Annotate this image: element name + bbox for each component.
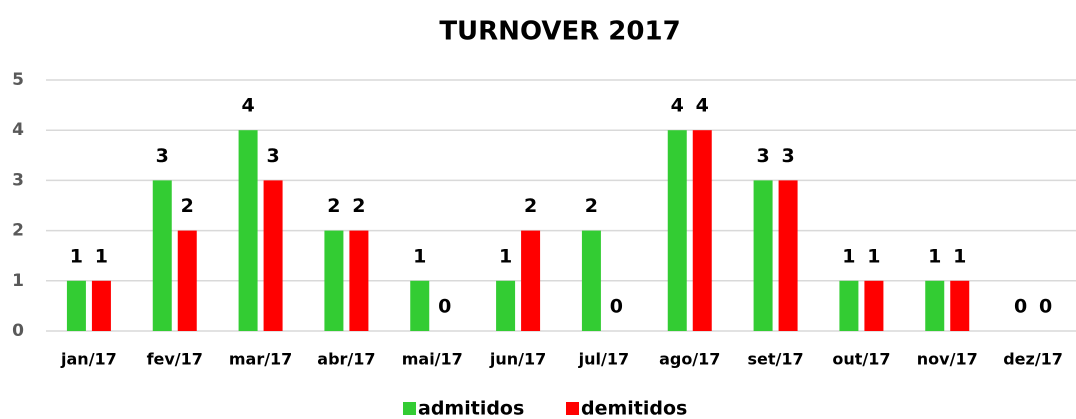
value-label: 3 [756,145,769,167]
value-label: 1 [928,245,941,267]
value-label: 2 [352,195,365,217]
value-label: 1 [413,245,426,267]
value-label: 3 [156,145,169,167]
legend-swatch [403,402,416,415]
chart-title: TURNOVER 2017 [439,17,680,47]
x-tick-label: abr/17 [317,350,375,369]
y-tick-label: 5 [12,70,24,90]
bar [753,180,773,331]
value-label: 1 [95,245,108,267]
value-label: 3 [266,145,279,167]
x-tick-label: nov/17 [917,350,978,369]
value-label: 2 [327,195,340,217]
value-label: 4 [241,95,254,117]
bar [410,280,430,331]
bar [521,230,541,331]
bar [238,130,258,331]
bar [263,180,283,331]
legend-swatch [566,402,579,415]
y-tick-label: 1 [12,271,24,291]
x-tick-label: out/17 [832,350,890,369]
value-label: 0 [1039,296,1052,318]
value-label: 1 [867,245,880,267]
value-label: 0 [438,296,451,318]
value-label: 3 [781,145,794,167]
x-tick-label: set/17 [748,350,804,369]
bar [581,230,601,331]
y-tick-label: 4 [12,120,24,140]
value-label: 1 [499,245,512,267]
value-label: 4 [671,95,684,117]
y-tick-label: 2 [12,221,24,241]
x-tick-label: mar/17 [229,350,292,369]
y-tick-label: 3 [12,170,24,190]
bar [778,180,798,331]
bar [950,280,970,331]
bar [667,130,687,331]
x-tick-label: fev/17 [147,350,203,369]
value-label: 1 [842,245,855,267]
legend-label: demitidos [581,398,687,419]
x-tick-label: ago/17 [659,350,720,369]
bar [864,280,884,331]
value-label: 2 [585,195,598,217]
legend-label: admitidos [418,398,524,419]
value-label: 1 [70,245,83,267]
bar [349,230,369,331]
value-label: 2 [181,195,194,217]
bar [177,230,197,331]
bar [66,280,86,331]
bar [925,280,945,331]
value-label: 1 [953,245,966,267]
x-tick-label: jan/17 [60,350,117,369]
value-label: 0 [610,296,623,318]
value-label: 2 [524,195,537,217]
x-tick-label: jul/17 [578,350,629,369]
value-label: 0 [1014,296,1027,318]
bar [839,280,859,331]
x-tick-label: mai/17 [402,350,463,369]
y-tick-label: 0 [12,321,24,341]
bar [496,280,516,331]
value-label: 4 [696,95,709,117]
bar [692,130,712,331]
x-tick-label: jun/17 [489,350,546,369]
x-tick-label: dez/17 [1003,350,1063,369]
bar [91,280,111,331]
bar [324,230,344,331]
bar [152,180,172,331]
